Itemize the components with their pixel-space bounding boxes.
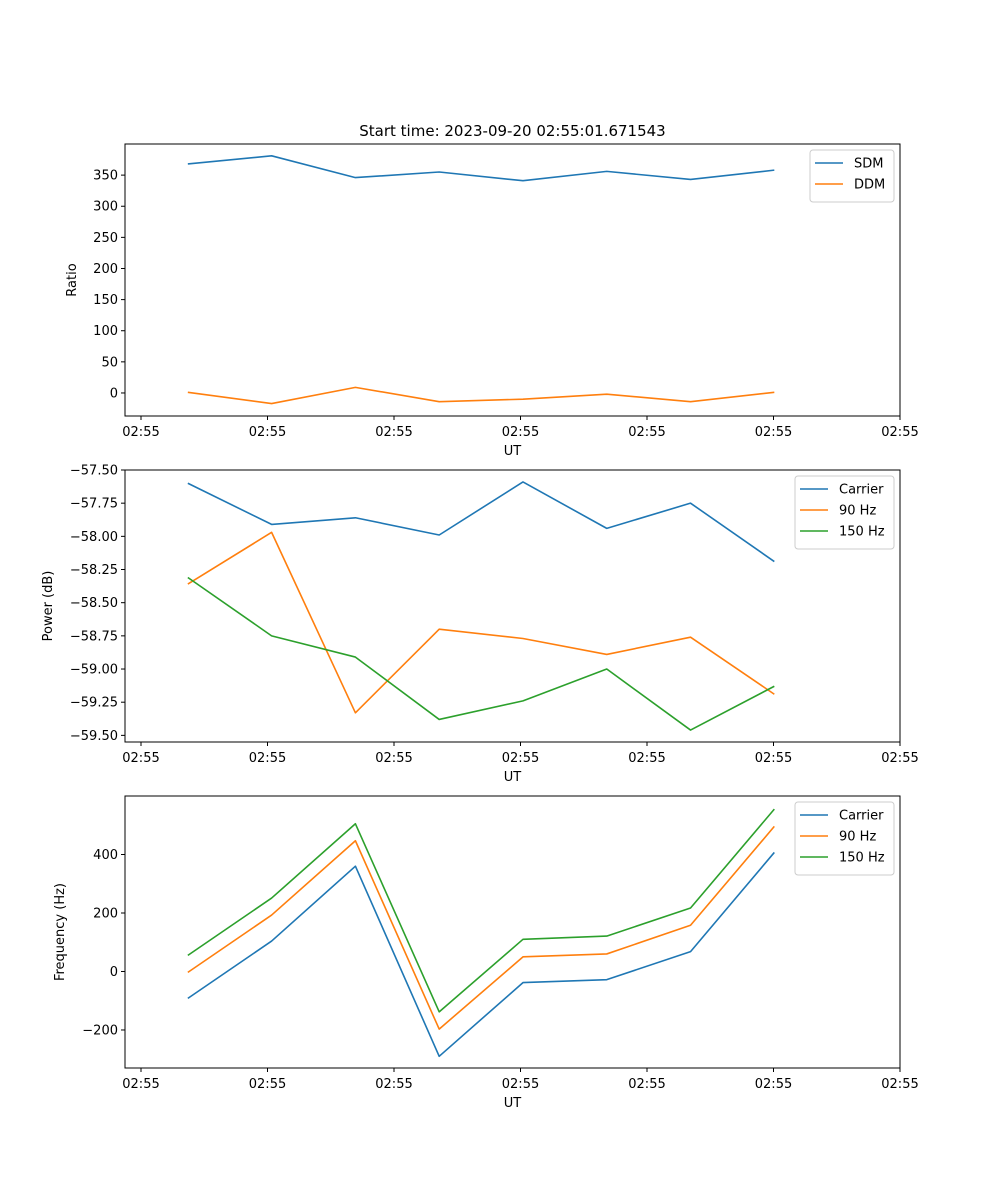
chart-title: Start time: 2023-09-20 02:55:01.671543 <box>359 122 665 140</box>
x-tick-label: 02:55 <box>375 751 412 766</box>
series-line-carrier <box>187 481 775 563</box>
y-tick-label: 300 <box>93 200 118 215</box>
x-tick-label: 02:55 <box>755 1077 792 1092</box>
panel-1: 02:5502:5502:5502:5502:5502:5502:5502:56… <box>65 143 919 459</box>
y-tick-label: −58.25 <box>70 563 118 578</box>
y-tick-label: −58.00 <box>70 530 118 545</box>
x-tick-label: 02:55 <box>628 425 665 440</box>
legend-entry: 90 Hz <box>839 504 876 519</box>
series-line-90-hz <box>187 825 775 1030</box>
y-tick-label: −57.75 <box>70 497 118 512</box>
series-line-90-hz <box>187 531 775 714</box>
axes-frame <box>124 469 901 743</box>
x-tick-label: 02:55 <box>502 425 539 440</box>
x-tick-label: 02:55 <box>375 425 412 440</box>
x-tick-label: 02:55 <box>375 1077 412 1092</box>
y-tick-label: −58.50 <box>70 596 118 611</box>
series-group <box>187 481 775 731</box>
y-tick-label: −57.50 <box>70 464 118 479</box>
y-tick-label: 250 <box>93 231 118 246</box>
series-line-sdm <box>187 155 775 182</box>
y-tick-label: 100 <box>93 324 118 339</box>
x-tick-label: 02:55 <box>881 1077 918 1092</box>
x-tick-label: 02:55 <box>755 425 792 440</box>
x-axis-label: UT <box>504 770 522 785</box>
x-tick-label: 02:55 <box>881 425 918 440</box>
x-tick-label: 02:55 <box>881 751 918 766</box>
series-line-150-hz <box>187 576 775 731</box>
x-tick-label: 02:55 <box>122 751 159 766</box>
x-tick-label: 02:55 <box>755 751 792 766</box>
y-tick-label: −58.75 <box>70 629 118 644</box>
axes-frame <box>124 143 901 417</box>
x-tick-label: 02:55 <box>502 1077 539 1092</box>
y-tick-label: 150 <box>93 293 118 308</box>
y-axis-label: Frequency (Hz) <box>53 883 68 981</box>
y-tick-label: −59.50 <box>70 729 118 744</box>
y-tick-label: 200 <box>93 906 118 921</box>
y-tick-label: 0 <box>110 386 118 401</box>
legend: SDM DDM <box>809 149 895 203</box>
legend-entry: Carrier <box>839 809 884 824</box>
x-tick-label: 02:55 <box>249 425 286 440</box>
axes-frame <box>124 795 901 1069</box>
x-tick-label: 02:55 <box>249 751 286 766</box>
x-tick-label: 02:55 <box>122 425 159 440</box>
y-tick-label: −200 <box>82 1023 118 1038</box>
x-tick-label: 02:55 <box>628 1077 665 1092</box>
legend-entry: DDM <box>854 178 885 193</box>
y-tick-label: −59.00 <box>70 663 118 678</box>
x-axis-label: UT <box>504 444 522 459</box>
legend-entry: 90 Hz <box>839 830 876 845</box>
y-tick-label: −59.25 <box>70 696 118 711</box>
legend-entry: 150 Hz <box>839 851 885 866</box>
series-line-150-hz <box>187 808 775 1013</box>
y-tick-label: 50 <box>101 355 118 370</box>
panel-3: 02:5502:5502:5502:5502:5502:5502:5502:56… <box>53 795 919 1111</box>
series-group <box>187 155 775 405</box>
series-line-carrier <box>187 851 775 1058</box>
legend: Carrier 90 Hz 150 Hz <box>794 801 895 876</box>
x-tick-label: 02:55 <box>249 1077 286 1092</box>
y-tick-label: 0 <box>110 965 118 980</box>
y-tick-label: 400 <box>93 848 118 863</box>
x-tick-label: 02:55 <box>122 1077 159 1092</box>
legend-entry: SDM <box>854 157 883 172</box>
x-axis-label: UT <box>504 1096 522 1111</box>
legend: Carrier 90 Hz 150 Hz <box>794 475 895 550</box>
series-group <box>187 808 775 1058</box>
y-axis-label: Power (dB) <box>41 571 56 642</box>
x-tick-label: 02:55 <box>628 751 665 766</box>
y-axis-label: Ratio <box>65 263 80 296</box>
legend-entry: Carrier <box>839 483 884 498</box>
y-tick-label: 350 <box>93 169 118 184</box>
series-line-ddm <box>187 386 775 405</box>
x-tick-label: 02:55 <box>502 751 539 766</box>
y-tick-label: 200 <box>93 262 118 277</box>
legend-entry: 150 Hz <box>839 525 885 540</box>
panel-2: 02:5502:5502:5502:5502:5502:5502:5502:56… <box>41 464 919 786</box>
